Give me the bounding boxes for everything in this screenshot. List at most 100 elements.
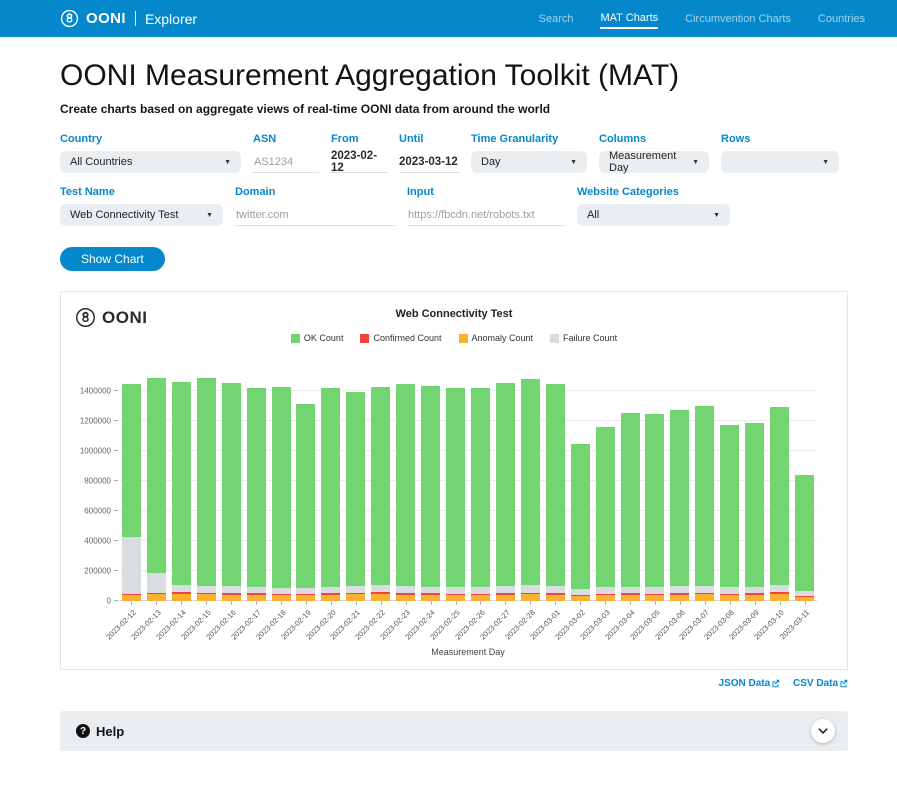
bar-segment (371, 594, 390, 601)
csv-data-link[interactable]: CSV Data (793, 678, 848, 689)
bar-segment (396, 586, 415, 593)
bar-segment (172, 382, 191, 585)
website-categories-select[interactable]: All ▼ (577, 204, 730, 226)
bar-segment (197, 594, 216, 601)
ooni-logo-icon (60, 9, 79, 28)
rows-select[interactable]: ▼ (721, 151, 839, 173)
y-axis: 0200000400000600000800000100000012000001… (61, 369, 119, 601)
chart-card: OONI Web Connectivity Test OK Count Conf… (60, 291, 848, 670)
ooni-explorer-logo[interactable]: OONI Explorer (60, 9, 197, 28)
from-date-input[interactable]: 2023-02-12 (331, 151, 387, 173)
bar-2023-03-11[interactable] (795, 475, 814, 601)
help-accordion[interactable]: ? Help (60, 711, 848, 751)
bar-2023-03-10[interactable] (770, 407, 789, 601)
bar-2023-02-28[interactable] (521, 379, 540, 601)
help-header: ? Help (76, 724, 124, 739)
bar-segment (222, 586, 241, 593)
time-granularity-select[interactable]: Day ▼ (471, 151, 587, 173)
bar-2023-02-13[interactable] (147, 378, 166, 601)
main-nav: Search MAT Charts Circumvention Charts C… (539, 8, 865, 29)
bar-2023-02-19[interactable] (296, 404, 315, 601)
chevron-down-icon: ▼ (692, 159, 699, 166)
failure-swatch-icon (550, 334, 559, 343)
bar-2023-02-21[interactable] (346, 392, 365, 601)
bar-2023-03-03[interactable] (596, 427, 615, 601)
test-name-select-value: Web Connectivity Test (70, 209, 178, 221)
asn-field: ASN (253, 133, 319, 173)
external-link-icon (771, 679, 780, 688)
columns-select[interactable]: Measurement Day ▼ (599, 151, 709, 173)
legend-label: Failure Count (563, 333, 617, 343)
input-input[interactable] (407, 204, 565, 226)
test-name-label: Test Name (60, 186, 223, 198)
bar-2023-03-07[interactable] (695, 406, 714, 601)
logo-explorer-text: Explorer (145, 11, 197, 27)
bar-segment (795, 475, 814, 591)
bar-2023-02-20[interactable] (321, 388, 340, 601)
bar-2023-03-05[interactable] (645, 414, 664, 601)
y-tick (114, 390, 118, 391)
bar-2023-03-09[interactable] (745, 423, 764, 601)
time-granularity-label: Time Granularity (471, 133, 587, 145)
columns-label: Columns (599, 133, 709, 145)
anomaly-swatch-icon (459, 334, 468, 343)
asn-input[interactable] (253, 151, 319, 173)
bar-2023-02-16[interactable] (222, 383, 241, 601)
bar-segment (546, 586, 565, 593)
test-name-select[interactable]: Web Connectivity Test ▼ (60, 204, 223, 226)
bar-2023-02-14[interactable] (172, 382, 191, 601)
bar-segment (670, 410, 689, 586)
nav-countries[interactable]: Countries (818, 9, 865, 29)
bar-segment (521, 585, 540, 592)
bar-2023-02-22[interactable] (371, 387, 390, 601)
bar-segment (546, 384, 565, 586)
help-expand-button[interactable] (811, 719, 835, 743)
bar-2023-02-23[interactable] (396, 384, 415, 601)
bar-2023-03-04[interactable] (621, 413, 640, 601)
y-tick (114, 480, 118, 481)
columns-field: Columns Measurement Day ▼ (599, 133, 709, 173)
json-data-link[interactable]: JSON Data (719, 678, 781, 689)
asn-label: ASN (253, 133, 319, 145)
bar-2023-03-02[interactable] (571, 444, 590, 601)
input-label: Input (407, 186, 565, 198)
bar-2023-03-08[interactable] (720, 425, 739, 601)
website-categories-label: Website Categories (577, 186, 730, 198)
bar-2023-02-27[interactable] (496, 383, 515, 601)
bar-segment (521, 594, 540, 601)
bar-2023-02-18[interactable] (272, 387, 291, 601)
chevron-down-icon: ▼ (224, 159, 231, 166)
bar-segment (346, 594, 365, 601)
until-field: Until 2023-03-12 (399, 133, 459, 173)
y-tick (114, 420, 118, 421)
bar-segment (645, 587, 664, 594)
country-select[interactable]: All Countries ▼ (60, 151, 241, 173)
legend-item-ok: OK Count (291, 333, 344, 343)
bar-2023-02-17[interactable] (247, 388, 266, 601)
bar-segment (172, 585, 191, 592)
bar-segment (720, 425, 739, 588)
show-chart-button[interactable]: Show Chart (60, 247, 165, 271)
website-categories-select-value: All (587, 209, 599, 221)
bar-segment (621, 413, 640, 587)
bar-segment (247, 587, 266, 594)
bar-segment (122, 537, 141, 594)
bar-2023-03-06[interactable] (670, 410, 689, 601)
bar-2023-02-12[interactable] (122, 384, 141, 601)
bar-2023-02-24[interactable] (421, 386, 440, 601)
bar-segment (521, 379, 540, 585)
until-date-input[interactable]: 2023-03-12 (399, 151, 459, 173)
y-tick (114, 510, 118, 511)
plot-area (119, 369, 817, 601)
domain-input[interactable] (235, 204, 395, 226)
nav-mat-charts[interactable]: MAT Charts (600, 8, 658, 29)
bar-segment (197, 586, 216, 593)
bar-segment (695, 406, 714, 586)
bar-2023-02-25[interactable] (446, 388, 465, 601)
bar-2023-02-26[interactable] (471, 388, 490, 601)
top-navigation-bar: OONI Explorer Search MAT Charts Circumve… (0, 0, 897, 37)
nav-circumvention-charts[interactable]: Circumvention Charts (685, 9, 791, 29)
nav-search[interactable]: Search (539, 9, 574, 29)
bar-2023-02-15[interactable] (197, 378, 216, 601)
bar-2023-03-01[interactable] (546, 384, 565, 601)
